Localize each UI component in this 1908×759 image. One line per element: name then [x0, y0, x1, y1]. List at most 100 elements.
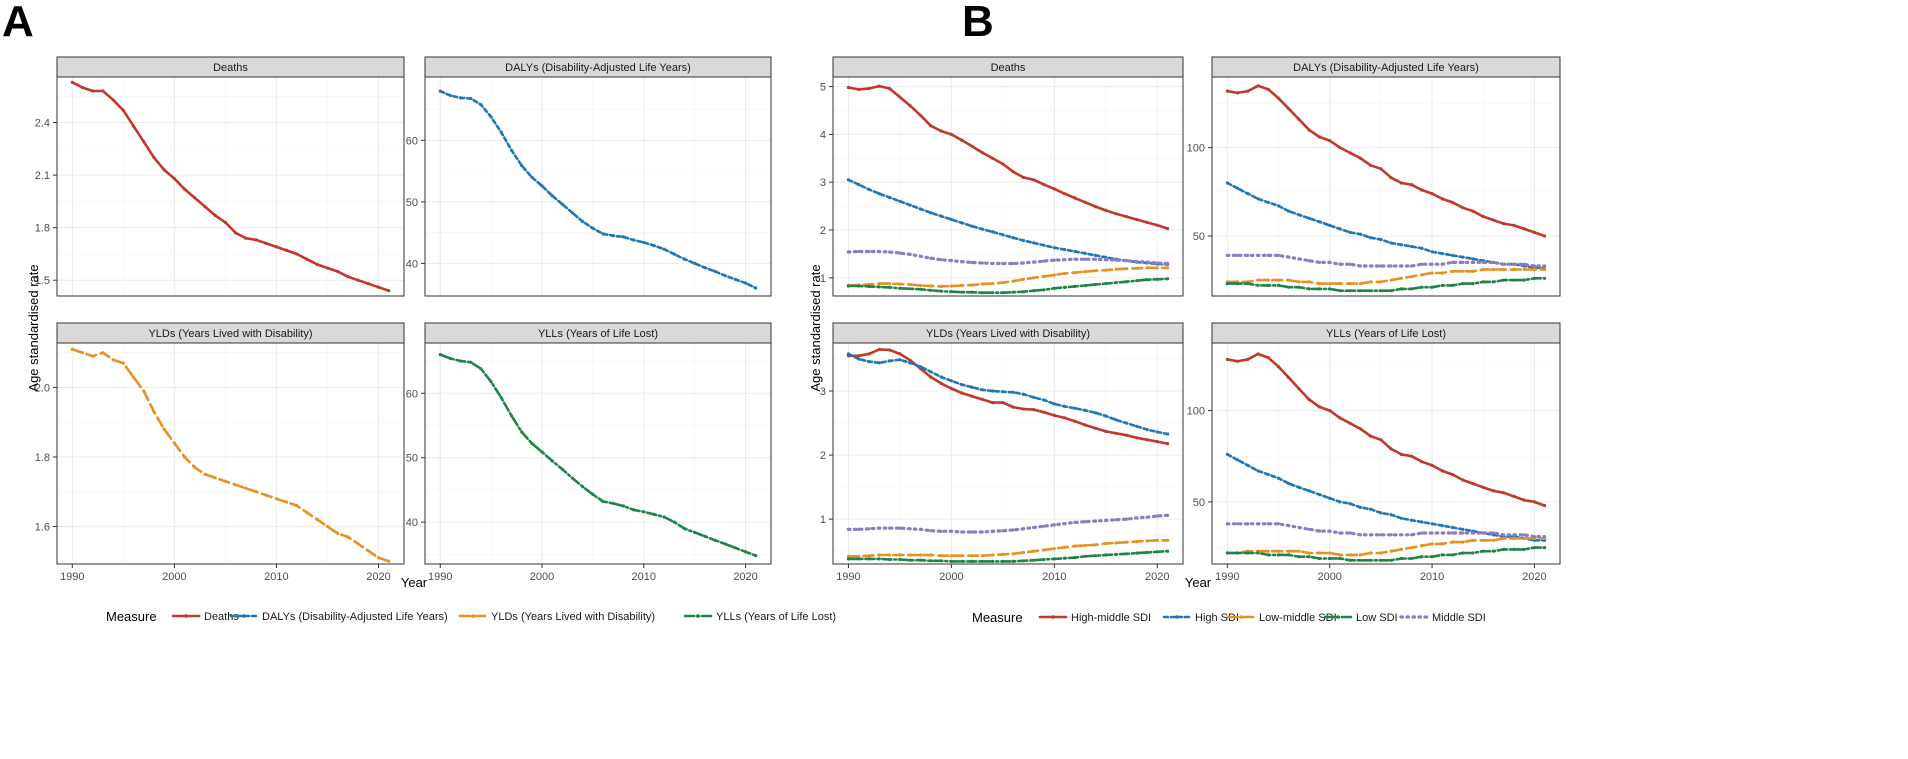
- panel-a-facet-ylls-years-of-life-lost-x-tick-label: 2020: [733, 571, 757, 583]
- panel-a-legend-item-dalys-disability-adjusted-life-years-swatch-point: [242, 614, 246, 618]
- panel-a-facet-deaths-strip-title: Deaths: [213, 62, 248, 74]
- panel-b-facet-dalys-disability-adjusted-life-years-series-low-sdi-point: [1420, 285, 1424, 289]
- panel-b-facet-ylls-years-of-life-lost-series-low-sdi-point: [1491, 549, 1496, 553]
- panel-b-facet-ylds-years-lived-with-disability-series-high-middle-sdi-point: [1073, 419, 1077, 423]
- panel-b-facet-deaths-series-high-sdi-point: [857, 183, 861, 187]
- panel-a-facet-deaths-series-deaths-point: [152, 156, 156, 160]
- panel-b-facet-ylls-years-of-life-lost-y-tick-label: 50: [1193, 497, 1205, 509]
- panel-b-facet-dalys-disability-adjusted-life-years-series-low-middle-sdi-point: [1471, 269, 1475, 273]
- panel-b-facet-dalys-disability-adjusted-life-years-series-low-middle-sdi-point: [1420, 273, 1424, 277]
- panel-b-facet-deaths-series-middle-sdi-point: [1042, 259, 1046, 263]
- panel-b-facet-ylds-years-lived-with-disability-series-high-middle-sdi-point: [1011, 405, 1015, 409]
- panel-b-facet-deaths-series-low-middle-sdi-point: [1083, 270, 1087, 274]
- panel-a-facet-dalys-disability-adjusted-life-years-series-dalys-disability-adjusted-life-years-point: [754, 286, 758, 290]
- panel-b-facet-deaths-series-middle-sdi-point: [1063, 258, 1067, 262]
- panel-b-facet-ylls-years-of-life-lost-series-high-sdi-point: [1236, 458, 1240, 462]
- panel-a-facet-ylls-years-of-life-lost-y-tick-label: 50: [406, 453, 418, 465]
- panel-b-facet-deaths-series-low-sdi-point: [949, 290, 954, 294]
- panel-b-facet-ylds-years-lived-with-disability-series-low-middle-sdi-point: [1063, 545, 1067, 549]
- panel-b-facet-ylls-years-of-life-lost-y-tick-label: 100: [1187, 406, 1205, 418]
- panel-b-facet-ylds-years-lived-with-disability-series-high-middle-sdi-point: [980, 397, 984, 401]
- panel-a-facet-ylds-years-lived-with-disability-series-ylds-years-lived-with-disability-point: [101, 351, 105, 355]
- panel-b-facet-dalys-disability-adjusted-life-years-series-high-sdi-point: [1450, 253, 1455, 257]
- panel-b-facet-deaths-series-high-middle-sdi-point: [970, 144, 974, 148]
- panel-b-facet-dalys-disability-adjusted-life-years-series-middle-sdi-point: [1236, 253, 1240, 257]
- panel-b-facet-ylls-years-of-life-lost-series-low-middle-sdi-point: [1348, 553, 1352, 557]
- panel-b-facet-ylds-years-lived-with-disability-y-tick-label: 1: [820, 514, 826, 526]
- panel-b-facet-dalys-disability-adjusted-life-years-series-low-sdi-point: [1256, 283, 1260, 287]
- panel-b-facet-dalys-disability-adjusted-life-years-series-low-middle-sdi-point: [1266, 278, 1270, 282]
- panel-b-facet-dalys-disability-adjusted-life-years-series-low-middle-sdi-point: [1399, 276, 1403, 280]
- panel-b-facet-dalys-disability-adjusted-life-years-series-high-sdi-point: [1225, 181, 1229, 185]
- panel-a-facet-deaths-series-deaths: [70, 80, 391, 293]
- panel-b-facet-ylls-years-of-life-lost-series-low-middle-sdi-point: [1512, 536, 1516, 541]
- panel-b-facet-deaths-series-high-middle-sdi-point: [1104, 208, 1108, 212]
- panel-b-facet-dalys-disability-adjusted-life-years-series-low-middle-sdi-point: [1532, 267, 1536, 272]
- panel-b-facet-ylls-years-of-life-lost-plot-background: [1212, 343, 1560, 564]
- panel-b-facet-ylds-years-lived-with-disability-series-low-middle-sdi-point: [980, 554, 984, 558]
- panel-a-facet-dalys-disability-adjusted-life-years-series-dalys-disability-adjusted-life-years-point: [479, 103, 483, 107]
- panel-b-facet-ylds-years-lived-with-disability-series-high-middle-sdi-point: [898, 352, 902, 356]
- panel-b-facet-dalys-disability-adjusted-life-years-series-high-sdi-point: [1236, 186, 1240, 190]
- panel-b-facet-deaths-series-high-sdi-point: [960, 221, 964, 225]
- panel-a-facet-ylds-years-lived-with-disability-series-ylds-years-lived-with-disability-point: [387, 559, 391, 563]
- panel-a-facet-ylls-years-of-life-lost-series-ylls-years-of-life-lost-point: [571, 476, 575, 480]
- panel-b-facet-deaths-series-low-middle-sdi-point: [949, 284, 954, 288]
- panel-b-facet-ylls-years-of-life-lost-series-middle-sdi-point: [1430, 531, 1434, 535]
- panel-b-facet-ylls-years-of-life-lost-series-middle-sdi-point: [1410, 533, 1414, 537]
- panel-a-facet-ylds-years-lived-with-disability-series-ylds-years-lived-with-disability-point: [336, 531, 340, 536]
- panel-a-facet-dalys-disability-adjusted-life-years-series-dalys-disability-adjusted-life-years-point: [601, 232, 605, 236]
- panel-b-facet-deaths-series-high-sdi-point: [1011, 236, 1015, 240]
- panel-b-facet-deaths-series-low-sdi-point: [908, 287, 912, 291]
- panel-b-facet-ylls-years-of-life-lost-series-middle-sdi-point: [1328, 529, 1332, 533]
- panel-b-facet-ylls-years-of-life-lost-series-middle-sdi-point: [1256, 522, 1260, 526]
- panel-b-facet-deaths-series-middle-sdi-point: [1052, 258, 1056, 262]
- panel-b-facet-ylds-years-lived-with-disability-series-high-sdi-point: [918, 365, 923, 369]
- panel-b-facet-ylds-years-lived-with-disability-series-high-sdi-point: [1001, 390, 1005, 394]
- panel-b-facet-dalys-disability-adjusted-life-years-plot-border: [1211, 76, 1561, 297]
- panel-b-facet-dalys-disability-adjusted-life-years-series-middle-sdi-point: [1266, 253, 1270, 257]
- panel-a-facet-ylds-years-lived-with-disability-series-ylds-years-lived-with-disability-point: [223, 479, 227, 483]
- panel-b-facet-deaths-series-low-middle-sdi: [846, 266, 1170, 288]
- panel-b-facet-ylls-years-of-life-lost-series-high-middle-sdi-point: [1358, 427, 1362, 431]
- panel-b-facet-ylls-years-of-life-lost-series-high-sdi-point: [1348, 502, 1352, 506]
- panel-b-facet-deaths-series-low-sdi-point: [1032, 289, 1036, 293]
- panel-b-facet-deaths-series-high-middle-sdi-point: [980, 151, 984, 155]
- panel-a-facet-deaths-series-deaths-point: [183, 187, 187, 191]
- panel-b-facet-deaths-series-low-middle-sdi-point: [1155, 266, 1159, 270]
- panel-b-facet-deaths-series-high-sdi-point: [898, 199, 902, 203]
- panel-b-facet-ylls-years-of-life-lost-series-low-sdi-point: [1481, 549, 1485, 553]
- panel-b-facet-ylds-years-lived-with-disability-series-middle-sdi-point: [1104, 518, 1108, 523]
- panel-b-facet-deaths-series-low-middle-sdi-point: [1124, 267, 1128, 271]
- panel-b-facet-dalys-disability-adjusted-life-years-series-low-sdi-point: [1522, 278, 1526, 282]
- panel-a-facet-ylls-years-of-life-lost-series-ylls-years-of-life-lost-point: [744, 550, 748, 554]
- panel-b-facet-ylds-years-lived-with-disability-series-high-sdi-point: [1032, 395, 1036, 399]
- panel-b-facet-ylds-years-lived-with-disability-series-high-middle-sdi-point: [1166, 442, 1170, 446]
- panel-b-facet-ylds-years-lived-with-disability-series-low-sdi-point: [960, 559, 964, 564]
- panel-b-facet-ylds-years-lived-with-disability-series-middle-sdi-point: [888, 526, 892, 530]
- panel-b-facet-dalys-disability-adjusted-life-years-series-high-sdi-point: [1471, 257, 1475, 261]
- panel-b-facet-ylls-years-of-life-lost-series-low-middle-sdi-point: [1461, 540, 1465, 544]
- panel-b-facet-ylds-years-lived-with-disability-series-high-sdi-point: [1145, 427, 1149, 432]
- panel-b-facet-dalys-disability-adjusted-life-years-series-low-middle-sdi-point: [1491, 267, 1496, 272]
- panel-b-facet-ylds-years-lived-with-disability-series-middle-sdi-point: [1052, 523, 1056, 527]
- panel-b-facet-deaths-series-high-middle-sdi-point: [908, 104, 912, 108]
- panel-b-facet-ylds-years-lived-with-disability-series-low-middle-sdi-point: [1042, 548, 1046, 552]
- panel-b-facet-deaths-series-high-sdi-point: [949, 217, 954, 222]
- panel-b-facet-dalys-disability-adjusted-life-years-series-high-middle-sdi-point: [1471, 209, 1475, 213]
- panel-b-facet-deaths-series-low-middle-sdi-point: [980, 282, 984, 286]
- panel-b-facet-dalys-disability-adjusted-life-years-series-low-sdi-point: [1328, 287, 1332, 291]
- panel-b-facet-ylds-years-lived-with-disability-series-low-middle-sdi-point: [857, 554, 861, 558]
- panel-b-facet-dalys-disability-adjusted-life-years-series-middle-sdi-point: [1440, 262, 1444, 266]
- panel-b-facet-ylds-years-lived-with-disability-series-high-sdi-point: [877, 361, 881, 365]
- panel-b-facet-dalys-disability-adjusted-life-years-series-low-sdi-point: [1440, 283, 1444, 287]
- panel-b-facet-dalys-disability-adjusted-life-years-series-high-sdi-point: [1379, 237, 1383, 242]
- panel-b-facet-deaths-series-high-middle-sdi-point: [888, 86, 892, 91]
- panel-a-legend-item-deaths-swatch-point: [184, 614, 188, 618]
- panel-b-facet-dalys-disability-adjusted-life-years-series-high-middle-sdi-point: [1338, 146, 1342, 150]
- panel-b-legend-item-low-middle-sdi-label: Low-middle SDI: [1259, 612, 1337, 624]
- panel-a-facet-ylls-years-of-life-lost-series-ylls-years-of-life-lost: [438, 353, 758, 558]
- panel-b-facet-deaths-series-middle-sdi-point: [949, 259, 954, 263]
- panel-a-facet-deaths-y-tick-label: 2.1: [35, 170, 50, 182]
- panel-a-facet-deaths-series-deaths-point: [203, 205, 207, 209]
